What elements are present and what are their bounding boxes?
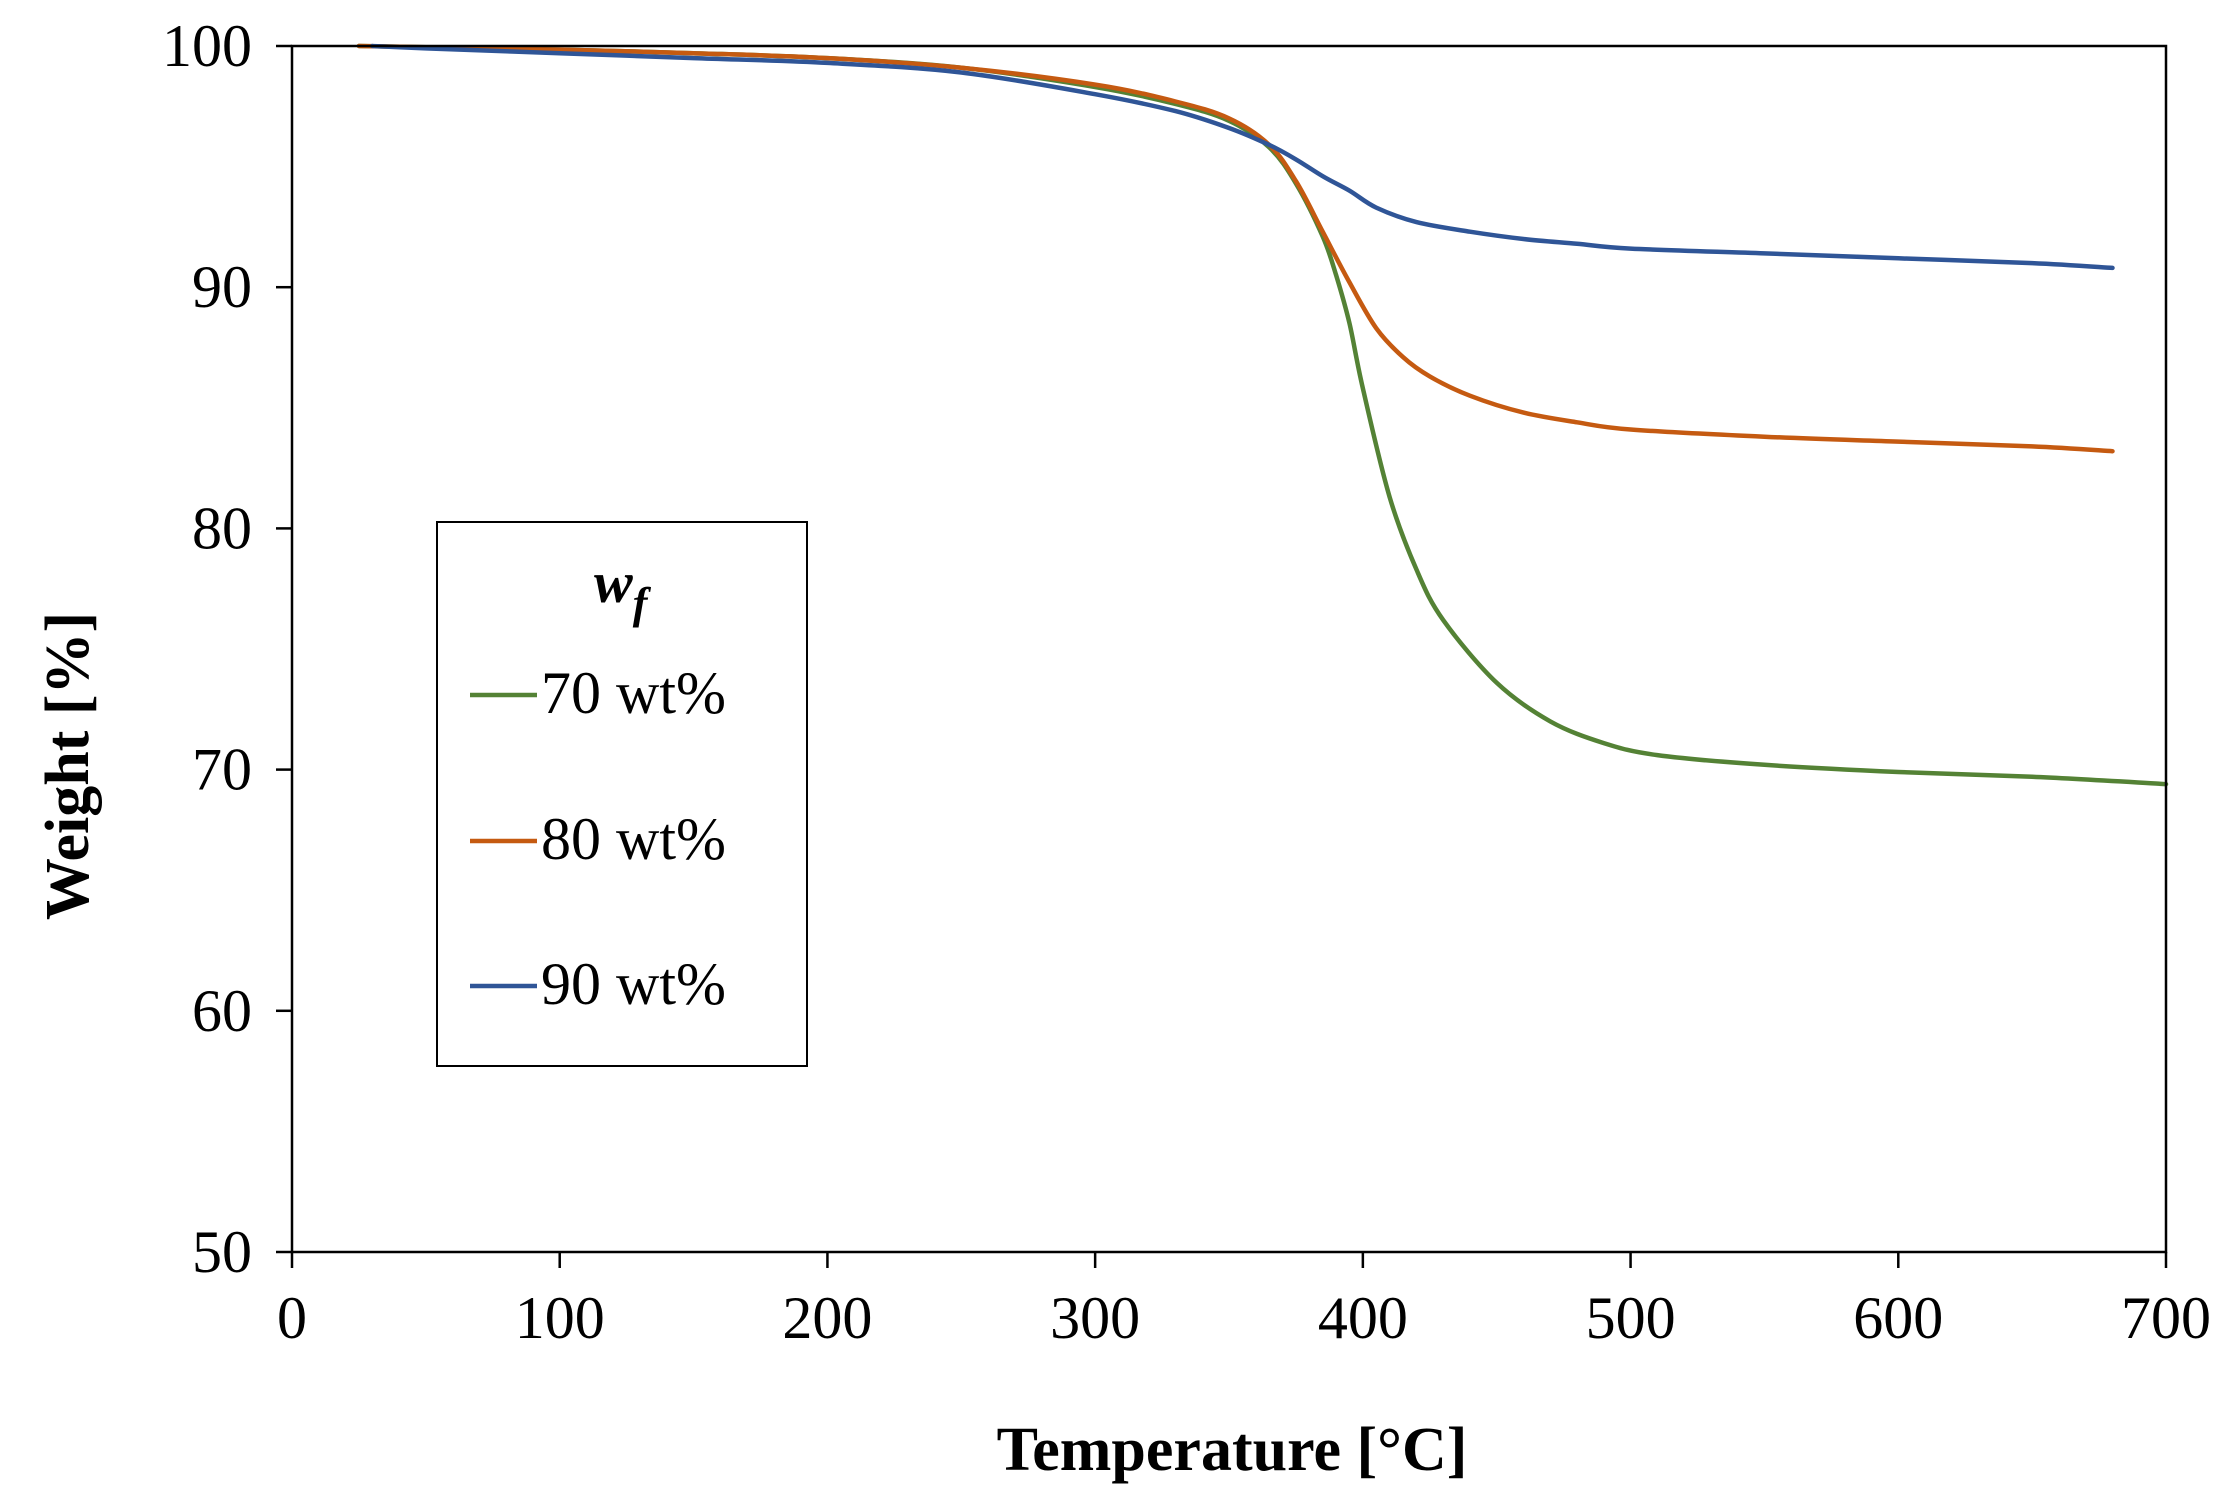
legend-title-main: w	[594, 550, 633, 615]
y-tick-label-2: 70	[192, 737, 252, 803]
x-tick-label-0: 0	[277, 1285, 307, 1351]
legend-label-0: 70 wt%	[541, 660, 726, 726]
y-tick-label-0: 50	[192, 1219, 252, 1285]
x-tick-label-5: 500	[1586, 1285, 1676, 1351]
y-tick-label-3: 80	[192, 495, 252, 561]
y-tick-label-5: 100	[162, 13, 252, 79]
legend-label-1: 80 wt%	[541, 806, 726, 872]
y-axis-title: Weight [%]	[34, 612, 102, 920]
x-tick-label-3: 300	[1050, 1285, 1140, 1351]
legend-label-2: 90 wt%	[541, 951, 726, 1017]
x-axis-title: Temperature [°C]	[997, 1416, 1468, 1484]
plot-frame	[290, 44, 2168, 1254]
series-line-1	[356, 43, 2115, 454]
legend: wf 70 wt% 80 wt% 90 wt%	[436, 521, 808, 1067]
plot-area	[356, 43, 2169, 787]
legend-title-sub: f	[633, 579, 652, 628]
x-tick-label-7: 700	[2121, 1285, 2211, 1351]
y-tick-label-4: 90	[192, 254, 252, 320]
legend-title: wf	[594, 550, 652, 628]
x-tick-label-1: 100	[515, 1285, 605, 1351]
axes: 0 100 200 300 400 500 600 700 50 60 70 80 90 100	[162, 13, 2211, 1351]
x-tick-label-2: 200	[782, 1285, 872, 1351]
legend-box	[436, 521, 808, 1067]
x-tick-label-4: 400	[1318, 1285, 1408, 1351]
series-line-2	[370, 43, 2115, 271]
x-tick-label-6: 600	[1853, 1285, 1943, 1351]
y-tick-label-1: 60	[192, 978, 252, 1044]
